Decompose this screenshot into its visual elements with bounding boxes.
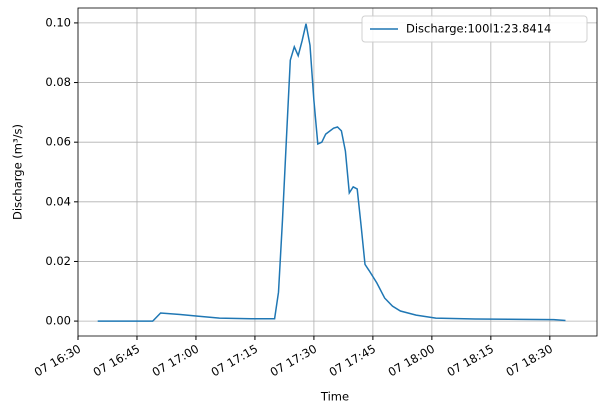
- legend-box: [361, 15, 588, 43]
- x-tick-label: 07 16:30: [32, 342, 84, 380]
- x-axis-label: Time: [320, 390, 349, 404]
- y-tick-label: 0.02: [45, 254, 71, 268]
- x-tick-label: 07 18:15: [445, 342, 497, 380]
- x-tick-label: 07 17:30: [268, 342, 320, 380]
- x-tick-label: 07 16:45: [91, 342, 143, 380]
- y-tick-label: 0.00: [45, 314, 71, 328]
- y-axis-label: Discharge (m³/s): [11, 124, 25, 220]
- x-tick-label: 07 17:15: [209, 342, 261, 380]
- y-tick-label: 0.08: [45, 75, 71, 89]
- x-tick-label: 07 18:00: [386, 342, 438, 380]
- plot-frame: [77, 7, 598, 337]
- x-tick-label: 07 17:45: [327, 342, 379, 380]
- x-tick-label: 07 18:30: [504, 342, 556, 380]
- x-tick-label: 07 17:00: [150, 342, 202, 380]
- data-line: [97, 23, 566, 322]
- legend-label: Discharge:100l1:23.8414: [406, 22, 551, 36]
- y-tick-label: 0.06: [45, 135, 71, 149]
- y-tick-label: 0.10: [45, 15, 71, 29]
- y-tick-label: 0.04: [45, 194, 71, 208]
